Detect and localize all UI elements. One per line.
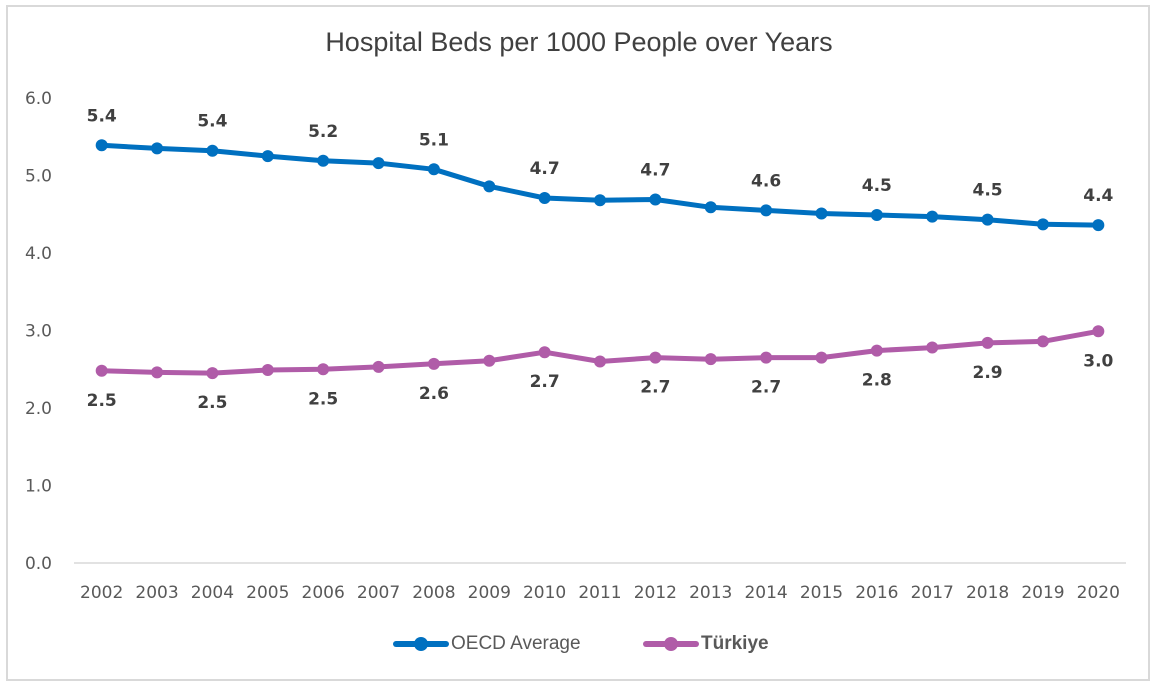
chart-title: Hospital Beds per 1000 People over Years [325, 27, 833, 57]
y-tick-label: 6.0 [25, 89, 52, 109]
data-label: 5.1 [419, 130, 449, 150]
data-label: 2.7 [530, 372, 560, 392]
data-point [870, 209, 883, 222]
x-tick-label: 2017 [911, 583, 954, 603]
data-point [649, 193, 662, 206]
y-tick-label: 5.0 [25, 167, 52, 187]
y-axis: 0.0 1.0 2.0 3.0 4.0 5.0 6.0 [25, 89, 52, 574]
data-point [427, 163, 440, 176]
x-tick-label: 2009 [468, 583, 511, 603]
data-point [704, 201, 717, 214]
data-point [95, 364, 108, 377]
data-point [981, 336, 994, 349]
legend-item-turkiye[interactable]: Türkiye [643, 630, 769, 658]
x-tick-label: 2003 [135, 583, 178, 603]
data-point [483, 354, 496, 367]
x-tick-label: 2019 [1021, 583, 1064, 603]
data-point [870, 344, 883, 357]
data-label: 2.5 [308, 389, 338, 409]
data-point [649, 351, 662, 364]
x-tick-label: 2012 [634, 583, 677, 603]
data-label: 4.6 [751, 171, 781, 191]
series-line-oecd-average [99, 142, 1101, 228]
data-point [317, 363, 330, 376]
x-tick-label: 2002 [80, 583, 123, 603]
legend-marker-icon [393, 630, 449, 658]
legend-marker-icon [643, 630, 699, 658]
data-point [1092, 219, 1105, 232]
data-point [594, 355, 606, 368]
data-label: 5.4 [87, 106, 117, 126]
x-tick-label: 2014 [744, 583, 787, 603]
x-tick-label: 2008 [412, 583, 455, 603]
data-point [427, 357, 440, 370]
data-label: 2.7 [640, 378, 670, 398]
data-label: 4.7 [530, 159, 560, 179]
legend-label: Türkiye [701, 633, 769, 654]
data-point [206, 367, 219, 380]
data-point [206, 144, 219, 157]
x-tick-label: 2013 [689, 583, 732, 603]
x-tick-label: 2016 [855, 583, 898, 603]
data-point [538, 191, 551, 204]
x-tick-label: 2007 [357, 583, 400, 603]
data-point [1036, 335, 1049, 348]
x-tick-label: 2004 [191, 583, 234, 603]
data-label: 4.4 [1083, 186, 1113, 206]
y-tick-label: 4.0 [25, 244, 52, 264]
data-label: 2.6 [419, 384, 449, 404]
data-point [815, 207, 828, 220]
data-point [151, 366, 164, 379]
y-tick-label: 1.0 [25, 477, 52, 497]
data-point [760, 204, 773, 217]
y-tick-label: 2.0 [25, 399, 52, 419]
x-tick-label: 2015 [800, 583, 843, 603]
data-point [95, 139, 108, 152]
data-point [372, 157, 385, 170]
x-tick-label: 2020 [1077, 583, 1120, 603]
x-tick-label: 2006 [302, 583, 345, 603]
legend-item-oecd-average[interactable]: OECD Average [393, 630, 581, 658]
data-label: 4.5 [973, 181, 1003, 201]
data-point [594, 194, 606, 207]
data-point [926, 210, 939, 223]
legend: OECD Average Türkiye [0, 630, 1158, 658]
data-label: 5.2 [308, 122, 338, 142]
data-point [704, 353, 717, 366]
data-label: 2.9 [973, 363, 1003, 383]
data-point [926, 341, 939, 354]
data-labels: 5.4 5.4 5.2 5.1 4.7 4.7 4.6 4.5 4.5 4.4 2.5 2.5 2.5 2… [87, 106, 1114, 413]
data-label: 2.8 [862, 371, 892, 391]
data-label: 4.5 [862, 176, 892, 196]
data-label: 2.7 [751, 378, 781, 398]
x-tick-label: 2018 [966, 583, 1009, 603]
series-group [95, 139, 1105, 380]
data-label: 5.4 [197, 112, 227, 132]
x-axis: 2002 2003 2004 2005 2006 2007 2008 2009 2010 2011… [74, 562, 1126, 603]
data-point [372, 360, 385, 373]
x-tick-label: 2011 [578, 583, 621, 603]
data-point [1092, 325, 1105, 338]
x-tick-label: 2005 [246, 583, 289, 603]
data-label: 4.7 [640, 161, 670, 181]
data-point [317, 154, 330, 167]
legend-label: OECD Average [451, 633, 581, 654]
data-label: 2.5 [87, 391, 117, 411]
data-point [760, 351, 773, 364]
y-tick-label: 0.0 [25, 554, 52, 574]
data-point [1036, 218, 1049, 231]
data-label: 2.5 [197, 393, 227, 413]
data-point [151, 142, 164, 155]
data-point [261, 364, 274, 377]
data-point [261, 150, 274, 163]
data-point [538, 346, 551, 359]
data-point [981, 213, 994, 226]
x-tick-label: 2010 [523, 583, 566, 603]
data-point [483, 180, 496, 193]
data-point [815, 351, 828, 364]
y-tick-label: 3.0 [25, 322, 52, 342]
data-label: 3.0 [1083, 351, 1113, 371]
